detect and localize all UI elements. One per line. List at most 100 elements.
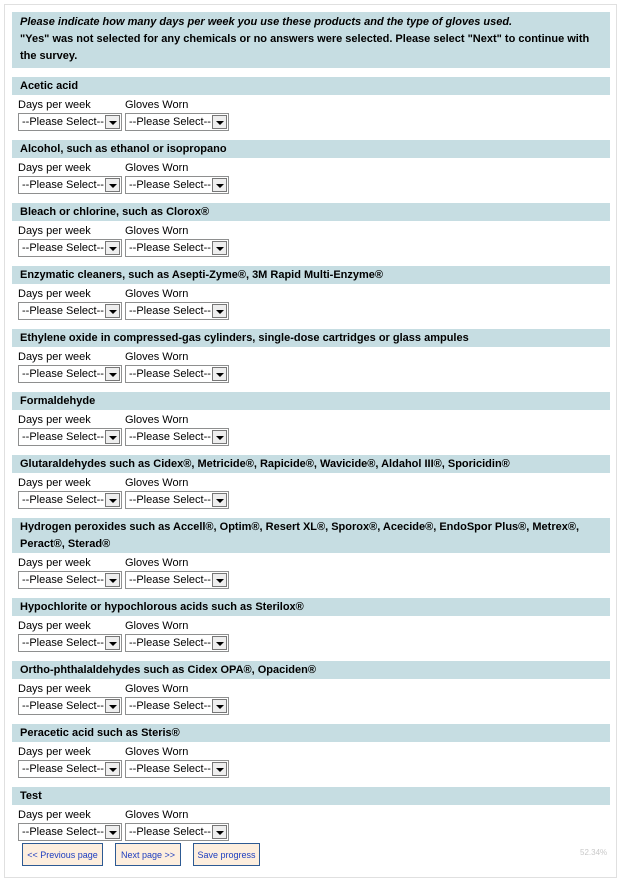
dropdown-arrow-icon[interactable] (105, 178, 120, 192)
dropdown-arrow-icon[interactable] (105, 430, 120, 444)
gloves-worn-field: Gloves Worn --Please Select-- (125, 620, 229, 652)
dropdown-arrow-icon[interactable] (212, 493, 227, 507)
select-value: --Please Select-- (22, 637, 104, 649)
days-per-week-select[interactable]: --Please Select-- (18, 760, 122, 778)
previous-page-button[interactable]: << Previous page (22, 843, 103, 866)
dropdown-arrow-icon[interactable] (212, 241, 227, 255)
days-per-week-label: Days per week (18, 99, 91, 111)
days-per-week-select[interactable]: --Please Select-- (18, 823, 122, 841)
gloves-worn-select[interactable]: --Please Select-- (125, 239, 229, 257)
days-per-week-select[interactable]: --Please Select-- (18, 176, 122, 194)
select-value: --Please Select-- (129, 242, 211, 254)
days-per-week-label: Days per week (18, 162, 91, 174)
days-per-week-select[interactable]: --Please Select-- (18, 113, 122, 131)
instructions-box: Please indicate how many days per week y… (12, 12, 610, 68)
instructions-text: Please indicate how many days per week y… (20, 16, 513, 28)
gloves-worn-select[interactable]: --Please Select-- (125, 760, 229, 778)
dropdown-arrow-icon[interactable] (105, 699, 120, 713)
select-value: --Please Select-- (22, 700, 104, 712)
gloves-worn-select[interactable]: --Please Select-- (125, 113, 229, 131)
dropdown-arrow-icon[interactable] (212, 699, 227, 713)
select-value: --Please Select-- (129, 574, 211, 586)
gloves-worn-field: Gloves Worn --Please Select-- (125, 414, 229, 446)
section-fields: Days per week --Please Select-- Gloves W… (12, 288, 610, 320)
section-fields: Days per week --Please Select-- Gloves W… (12, 162, 610, 194)
dropdown-arrow-icon[interactable] (105, 115, 120, 129)
select-value: --Please Select-- (129, 368, 211, 380)
section-fields: Days per week --Please Select-- Gloves W… (12, 225, 610, 257)
days-per-week-label: Days per week (18, 746, 91, 758)
days-per-week-field: Days per week --Please Select-- (18, 477, 122, 509)
days-per-week-field: Days per week --Please Select-- (18, 557, 122, 589)
next-page-button[interactable]: Next page >> (115, 843, 181, 866)
survey-frame (4, 4, 617, 878)
dropdown-arrow-icon[interactable] (105, 573, 120, 587)
chemical-section-header: Bleach or chlorine, such as Clorox® (12, 203, 610, 221)
gloves-worn-select[interactable]: --Please Select-- (125, 823, 229, 841)
select-value: --Please Select-- (129, 700, 211, 712)
dropdown-arrow-icon[interactable] (212, 367, 227, 381)
dropdown-arrow-icon[interactable] (212, 636, 227, 650)
dropdown-arrow-icon[interactable] (212, 115, 227, 129)
select-value: --Please Select-- (129, 116, 211, 128)
dropdown-arrow-icon[interactable] (212, 304, 227, 318)
dropdown-arrow-icon[interactable] (212, 573, 227, 587)
dropdown-arrow-icon[interactable] (212, 430, 227, 444)
days-per-week-select[interactable]: --Please Select-- (18, 302, 122, 320)
select-value: --Please Select-- (129, 826, 211, 838)
gloves-worn-select[interactable]: --Please Select-- (125, 571, 229, 589)
chemical-section: Bleach or chlorine, such as Clorox® Days… (12, 203, 610, 257)
gloves-worn-select[interactable]: --Please Select-- (125, 491, 229, 509)
select-value: --Please Select-- (129, 763, 211, 775)
chemical-section: Peracetic acid such as Steris® Days per … (12, 724, 610, 778)
dropdown-arrow-icon[interactable] (105, 241, 120, 255)
notice-text: "Yes" was not selected for any chemicals… (20, 33, 590, 62)
chemical-section-header: Peracetic acid such as Steris® (12, 724, 610, 742)
dropdown-arrow-icon[interactable] (105, 825, 120, 839)
section-fields: Days per week --Please Select-- Gloves W… (12, 351, 610, 383)
days-per-week-select[interactable]: --Please Select-- (18, 634, 122, 652)
days-per-week-field: Days per week --Please Select-- (18, 99, 122, 131)
chemical-section-header: Ethylene oxide in compressed-gas cylinde… (12, 329, 610, 347)
gloves-worn-select[interactable]: --Please Select-- (125, 176, 229, 194)
gloves-worn-label: Gloves Worn (125, 225, 189, 237)
days-per-week-select[interactable]: --Please Select-- (18, 239, 122, 257)
dropdown-arrow-icon[interactable] (105, 636, 120, 650)
gloves-worn-select[interactable]: --Please Select-- (125, 697, 229, 715)
days-per-week-label: Days per week (18, 351, 91, 363)
gloves-worn-select[interactable]: --Please Select-- (125, 302, 229, 320)
chemical-section-header: Test (12, 787, 610, 805)
chemical-section: Formaldehyde Days per week --Please Sele… (12, 392, 610, 446)
dropdown-arrow-icon[interactable] (105, 367, 120, 381)
days-per-week-select[interactable]: --Please Select-- (18, 365, 122, 383)
days-per-week-field: Days per week --Please Select-- (18, 225, 122, 257)
gloves-worn-field: Gloves Worn --Please Select-- (125, 225, 229, 257)
select-value: --Please Select-- (129, 431, 211, 443)
section-fields: Days per week --Please Select-- Gloves W… (12, 557, 610, 589)
chemical-section: Ethylene oxide in compressed-gas cylinde… (12, 329, 610, 383)
section-fields: Days per week --Please Select-- Gloves W… (12, 809, 610, 841)
days-per-week-select[interactable]: --Please Select-- (18, 571, 122, 589)
select-value: --Please Select-- (22, 574, 104, 586)
chemical-section-header: Hydrogen peroxides such as Accell®, Opti… (12, 518, 610, 553)
dropdown-arrow-icon[interactable] (212, 762, 227, 776)
dropdown-arrow-icon[interactable] (105, 762, 120, 776)
days-per-week-label: Days per week (18, 288, 91, 300)
gloves-worn-select[interactable]: --Please Select-- (125, 428, 229, 446)
days-per-week-field: Days per week --Please Select-- (18, 162, 122, 194)
select-value: --Please Select-- (22, 494, 104, 506)
dropdown-arrow-icon[interactable] (212, 825, 227, 839)
gloves-worn-select[interactable]: --Please Select-- (125, 634, 229, 652)
days-per-week-select[interactable]: --Please Select-- (18, 491, 122, 509)
days-per-week-select[interactable]: --Please Select-- (18, 428, 122, 446)
dropdown-arrow-icon[interactable] (212, 178, 227, 192)
days-per-week-field: Days per week --Please Select-- (18, 683, 122, 715)
gloves-worn-select[interactable]: --Please Select-- (125, 365, 229, 383)
save-progress-button[interactable]: Save progress (193, 843, 260, 866)
dropdown-arrow-icon[interactable] (105, 304, 120, 318)
chemical-section: Acetic acid Days per week --Please Selec… (12, 77, 610, 131)
days-per-week-field: Days per week --Please Select-- (18, 809, 122, 841)
dropdown-arrow-icon[interactable] (105, 493, 120, 507)
days-per-week-field: Days per week --Please Select-- (18, 288, 122, 320)
days-per-week-select[interactable]: --Please Select-- (18, 697, 122, 715)
